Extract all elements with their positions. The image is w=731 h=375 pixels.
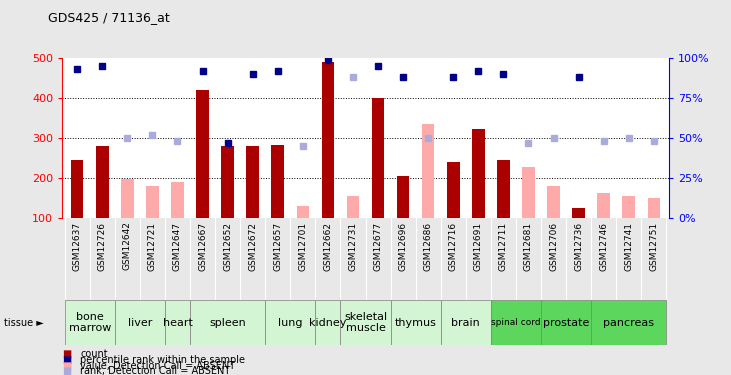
Bar bbox=[171, 183, 183, 218]
Bar bbox=[491, 300, 541, 345]
Bar bbox=[623, 196, 635, 217]
Bar bbox=[315, 300, 341, 345]
Text: ■: ■ bbox=[62, 366, 72, 375]
Text: GSM12681: GSM12681 bbox=[524, 222, 533, 271]
Text: GSM12731: GSM12731 bbox=[349, 222, 357, 271]
Bar bbox=[397, 176, 409, 217]
Text: GSM12677: GSM12677 bbox=[374, 222, 382, 271]
Bar bbox=[648, 198, 660, 217]
Bar bbox=[246, 146, 259, 218]
Text: skeletal
muscle: skeletal muscle bbox=[344, 312, 387, 333]
Text: GSM12647: GSM12647 bbox=[173, 222, 182, 271]
Text: brain: brain bbox=[452, 318, 480, 327]
Bar bbox=[541, 300, 591, 345]
Bar bbox=[597, 193, 610, 217]
Text: lung: lung bbox=[278, 318, 303, 327]
Bar bbox=[341, 300, 390, 345]
Text: ■: ■ bbox=[62, 350, 72, 359]
Text: GSM12691: GSM12691 bbox=[474, 222, 482, 271]
Text: ■: ■ bbox=[62, 361, 72, 370]
Text: thymus: thymus bbox=[395, 318, 436, 327]
Bar bbox=[297, 206, 309, 218]
Text: GSM12746: GSM12746 bbox=[599, 222, 608, 271]
Bar bbox=[572, 207, 585, 218]
Text: GSM12667: GSM12667 bbox=[198, 222, 207, 271]
Text: GSM12711: GSM12711 bbox=[499, 222, 508, 271]
Bar bbox=[265, 300, 315, 345]
Bar bbox=[548, 186, 560, 218]
Text: count: count bbox=[80, 350, 108, 359]
Text: percentile rank within the sample: percentile rank within the sample bbox=[80, 355, 246, 365]
Text: GSM12652: GSM12652 bbox=[223, 222, 232, 271]
Text: spinal cord: spinal cord bbox=[491, 318, 541, 327]
Bar bbox=[121, 179, 134, 218]
Bar bbox=[96, 146, 108, 218]
Bar bbox=[221, 146, 234, 218]
Text: heart: heart bbox=[162, 318, 192, 327]
Bar bbox=[64, 300, 115, 345]
Bar bbox=[441, 300, 491, 345]
Text: GSM12726: GSM12726 bbox=[98, 222, 107, 271]
Text: GSM12662: GSM12662 bbox=[323, 222, 333, 271]
Text: GSM12751: GSM12751 bbox=[649, 222, 659, 271]
Text: GSM12706: GSM12706 bbox=[549, 222, 558, 271]
Text: GSM12716: GSM12716 bbox=[449, 222, 458, 271]
Text: spleen: spleen bbox=[209, 318, 246, 327]
Text: GSM12696: GSM12696 bbox=[398, 222, 408, 271]
Text: GSM12672: GSM12672 bbox=[249, 222, 257, 271]
Bar bbox=[422, 124, 434, 218]
Text: GSM12701: GSM12701 bbox=[298, 222, 307, 271]
Bar bbox=[497, 160, 510, 218]
Text: GSM12736: GSM12736 bbox=[574, 222, 583, 271]
Text: GSM12637: GSM12637 bbox=[72, 222, 82, 271]
Bar bbox=[190, 300, 265, 345]
Bar bbox=[196, 90, 209, 218]
Bar bbox=[146, 186, 159, 218]
Text: GSM12741: GSM12741 bbox=[624, 222, 633, 271]
Bar bbox=[271, 145, 284, 218]
Text: ■: ■ bbox=[62, 355, 72, 365]
Text: kidney: kidney bbox=[309, 318, 346, 327]
Text: tissue ►: tissue ► bbox=[4, 318, 43, 327]
Bar bbox=[447, 162, 460, 218]
Text: GSM12657: GSM12657 bbox=[273, 222, 282, 271]
Text: GDS425 / 71136_at: GDS425 / 71136_at bbox=[48, 11, 170, 24]
Text: value, Detection Call = ABSENT: value, Detection Call = ABSENT bbox=[80, 361, 235, 370]
Text: GSM12721: GSM12721 bbox=[148, 222, 157, 271]
Text: pancreas: pancreas bbox=[603, 318, 654, 327]
Bar bbox=[322, 62, 334, 217]
Bar bbox=[115, 300, 165, 345]
Bar bbox=[472, 129, 485, 218]
Bar bbox=[372, 98, 385, 218]
Bar bbox=[591, 300, 667, 345]
Bar bbox=[346, 196, 359, 217]
Bar bbox=[165, 300, 190, 345]
Text: bone
marrow: bone marrow bbox=[69, 312, 111, 333]
Text: GSM12686: GSM12686 bbox=[424, 222, 433, 271]
Text: liver: liver bbox=[128, 318, 152, 327]
Bar bbox=[390, 300, 441, 345]
Text: GSM12642: GSM12642 bbox=[123, 222, 132, 270]
Bar bbox=[71, 160, 83, 218]
Text: prostate: prostate bbox=[543, 318, 589, 327]
Text: rank, Detection Call = ABSENT: rank, Detection Call = ABSENT bbox=[80, 366, 231, 375]
Bar bbox=[522, 166, 535, 218]
